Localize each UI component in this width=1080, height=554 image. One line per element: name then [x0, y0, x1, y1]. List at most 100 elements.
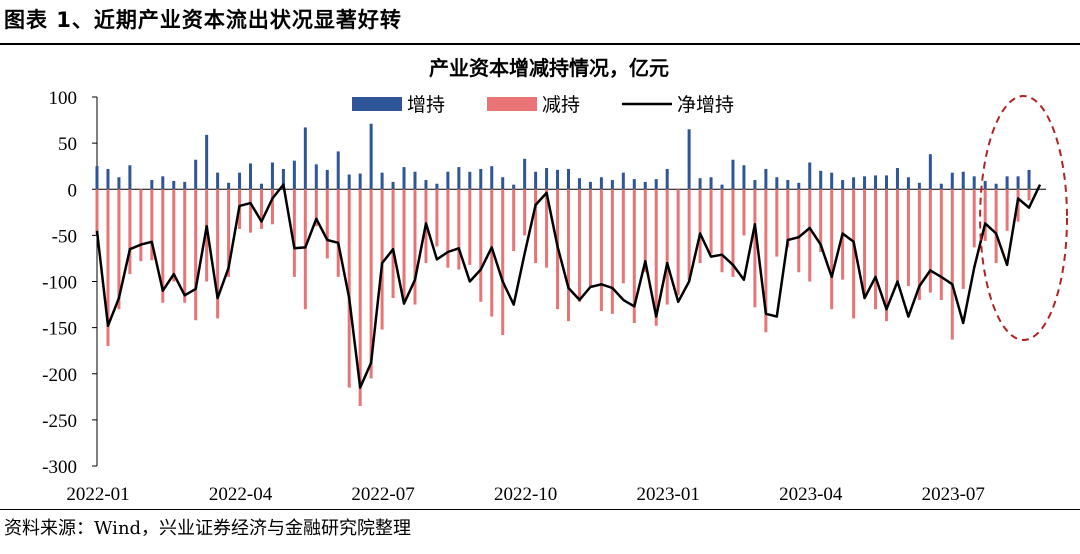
decrease-bar [106, 189, 110, 347]
increase-bar [468, 171, 472, 190]
increase-bar [501, 177, 505, 190]
increase-bar [534, 171, 538, 190]
decrease-bar [687, 189, 691, 280]
decrease-bar [1005, 189, 1009, 231]
y-tick-label: -100 [42, 273, 77, 294]
increase-bar [961, 171, 965, 190]
y-tick-label: 100 [49, 88, 78, 109]
decrease-bar [753, 189, 757, 308]
increase-bar [567, 168, 570, 190]
decrease-bar [632, 189, 636, 324]
increase-bar [545, 168, 549, 190]
decrease-bar [895, 189, 899, 284]
decrease-bar [347, 189, 351, 388]
increase-bar [1005, 176, 1009, 190]
legend-swatch-increase [352, 97, 402, 111]
x-tick-label: 2022-10 [494, 484, 557, 505]
header-rule [0, 43, 1080, 45]
highlight-ellipse [979, 95, 1068, 341]
y-tick-label: 50 [58, 134, 77, 155]
x-tick-label: 2023-01 [637, 484, 700, 505]
decrease-bar [621, 189, 625, 284]
chart-title: 产业资本增减持情况，亿元 [429, 56, 669, 80]
decrease-bar [852, 189, 856, 319]
increase-bar [906, 177, 910, 190]
increase-bar [819, 170, 823, 190]
increase-bar [479, 168, 483, 190]
decrease-bar [961, 189, 965, 289]
decrease-bar [742, 189, 746, 236]
x-tick-label: 2022-04 [209, 484, 273, 505]
x-tick-label: 2023-04 [779, 484, 843, 505]
increase-bar [205, 134, 209, 190]
increase-bar [808, 162, 812, 190]
figure-header: 图表 1、近期产业资本流出状况显著好转 [4, 8, 402, 32]
increase-bar [216, 172, 220, 190]
decrease-bar [764, 189, 768, 333]
decrease-bar [380, 189, 384, 330]
increase-bar [577, 178, 581, 190]
increase-bar [117, 177, 121, 190]
increase-bar [621, 172, 625, 190]
decrease-bar [709, 189, 713, 254]
increase-bar [292, 160, 296, 190]
decrease-bar [874, 189, 878, 310]
increase-bar [402, 167, 406, 190]
decrease-bar [194, 189, 198, 321]
decrease-bar [490, 189, 494, 317]
decrease-bar [775, 189, 779, 257]
increase-bar [863, 176, 867, 190]
decrease-bar [249, 189, 253, 233]
y-tick-label: -300 [42, 457, 77, 478]
increase-bar [424, 180, 428, 190]
increase-bar [347, 174, 351, 190]
decrease-bar [1027, 189, 1031, 201]
decrease-bar [303, 189, 307, 310]
decrease-bar [523, 189, 527, 236]
decrease-bar [983, 189, 987, 241]
decrease-bar [567, 189, 570, 322]
increase-bar [939, 183, 943, 190]
increase-bar [435, 183, 439, 190]
source-note: 资料来源：Wind，兴业证券经济与金融研究院整理 [4, 518, 412, 539]
increase-bar [950, 172, 954, 190]
y-tick-label: -150 [42, 319, 77, 340]
chart: 产业资本增减持情况，亿元 100 50 0 -50 -100 -150 -200 -250 -30… [42, 56, 1068, 505]
increase-bar [391, 181, 395, 190]
increase-bar [325, 169, 329, 190]
increase-bar [369, 123, 373, 190]
increase-bar [786, 180, 790, 190]
increase-bar [523, 158, 527, 190]
increase-bar [358, 173, 362, 190]
increase-bar [194, 159, 198, 190]
increase-bar [150, 180, 154, 190]
increase-bar [698, 178, 702, 190]
decrease-bar [259, 189, 263, 229]
increase-bar [446, 171, 450, 190]
decrease-bar [643, 189, 647, 273]
increase-bar [161, 176, 165, 190]
decrease-bar [917, 189, 921, 300]
increase-bar [249, 163, 253, 190]
increase-bar [336, 151, 340, 190]
decrease-bar [928, 189, 932, 293]
increase-bar [172, 180, 176, 190]
increase-bar [556, 169, 560, 190]
increase-bar [380, 172, 384, 190]
decrease-bar [665, 189, 669, 305]
x-tick-label: 2022-01 [66, 484, 129, 505]
increase-bar [270, 162, 274, 190]
decrease-bar [292, 189, 296, 277]
decrease-bar [391, 189, 395, 299]
increase-bar [413, 171, 417, 190]
increase-bar [588, 181, 592, 190]
decrease-bar [698, 189, 702, 264]
decrease-bar [610, 189, 614, 314]
decrease-bar [216, 189, 220, 319]
decrease-bar [906, 189, 910, 287]
decrease-bar [446, 189, 450, 268]
increase-bar [709, 177, 713, 190]
increase-bar [95, 166, 99, 190]
decrease-bar [183, 189, 187, 303]
decrease-bar [457, 189, 461, 270]
